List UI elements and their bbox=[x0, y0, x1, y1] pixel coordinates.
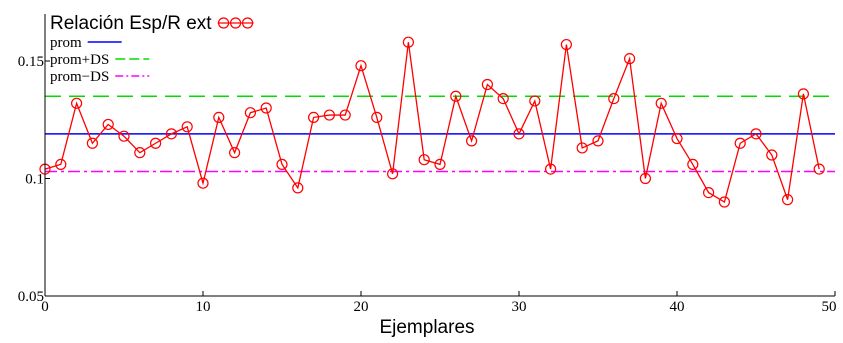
x-tick-label: 40 bbox=[670, 299, 685, 315]
data-point-marker bbox=[323, 109, 335, 121]
data-point-marker bbox=[544, 163, 557, 175]
data-point-marker bbox=[797, 88, 810, 100]
data-point-marker bbox=[529, 95, 541, 107]
series-markers bbox=[39, 36, 825, 208]
data-point-marker bbox=[55, 158, 67, 170]
data-point-marker bbox=[481, 78, 493, 91]
data-point-marker bbox=[292, 182, 304, 194]
data-point-marker bbox=[387, 168, 399, 180]
data-point-marker bbox=[734, 137, 746, 149]
axis-ticks: 0 10 20 30 40 50 0.05 0.1 0.15 bbox=[18, 54, 837, 315]
data-point-marker bbox=[671, 132, 683, 145]
data-point-marker bbox=[355, 60, 367, 72]
legend-series-label: Relación Esp/R ext bbox=[50, 13, 212, 34]
data-point-marker bbox=[560, 38, 573, 51]
data-point-marker bbox=[260, 102, 272, 114]
x-tick-label: 30 bbox=[512, 299, 527, 315]
data-point-marker bbox=[813, 163, 825, 175]
legend-ref-label: prom+DS bbox=[50, 52, 109, 68]
x-axis-title: Ejemplares bbox=[379, 317, 474, 338]
data-point-marker bbox=[750, 128, 762, 140]
data-point-marker bbox=[134, 147, 146, 159]
data-point-marker bbox=[165, 128, 177, 140]
data-point-marker bbox=[402, 36, 414, 48]
x-tick-label: 20 bbox=[354, 299, 369, 315]
data-point-marker bbox=[513, 128, 525, 140]
legend-series-swatch-marker bbox=[229, 17, 242, 29]
data-point-marker bbox=[687, 158, 699, 170]
data-point-marker bbox=[434, 158, 446, 170]
data-point-marker bbox=[623, 53, 636, 65]
data-point-marker bbox=[466, 135, 478, 147]
y-tick-label: 0.15 bbox=[18, 54, 44, 70]
y-tick-label: 0.05 bbox=[18, 289, 44, 305]
reference-lines bbox=[45, 95, 835, 173]
x-tick-label: 0 bbox=[41, 299, 49, 315]
series-line bbox=[44, 42, 820, 203]
data-point-marker bbox=[497, 92, 509, 105]
legend-series-swatch-marker bbox=[217, 17, 230, 29]
legend-ref-label: prom bbox=[50, 35, 82, 51]
data-point-marker bbox=[276, 158, 288, 170]
data-point-marker bbox=[576, 142, 588, 154]
legend-series-swatch-marker bbox=[241, 17, 254, 29]
data-point-marker bbox=[102, 118, 114, 131]
data-point-marker bbox=[150, 137, 162, 149]
data-point-marker bbox=[371, 111, 383, 124]
data-point-marker bbox=[213, 111, 225, 124]
data-point-marker bbox=[655, 97, 667, 109]
series-layer bbox=[39, 36, 825, 208]
data-point-marker bbox=[86, 137, 99, 149]
data-point-marker bbox=[244, 107, 256, 119]
data-point-marker bbox=[339, 109, 351, 121]
data-point-marker bbox=[702, 187, 715, 199]
legend-ref-label: prom−DS bbox=[50, 69, 109, 85]
x-tick-label: 10 bbox=[196, 299, 211, 315]
data-point-marker bbox=[229, 147, 241, 159]
data-point-marker bbox=[118, 130, 130, 142]
data-point-marker bbox=[639, 172, 652, 185]
data-point-marker bbox=[418, 154, 430, 166]
axes bbox=[44, 14, 836, 297]
data-point-marker bbox=[781, 194, 794, 206]
data-point-marker bbox=[718, 196, 731, 208]
data-point-marker bbox=[608, 92, 620, 105]
x-tick-label: 50 bbox=[822, 299, 837, 315]
y-tick-label: 0.1 bbox=[25, 172, 44, 188]
data-point-marker bbox=[197, 177, 209, 189]
data-point-marker bbox=[450, 90, 462, 102]
data-point-marker bbox=[766, 149, 778, 161]
data-point-marker bbox=[308, 111, 320, 124]
data-point-marker bbox=[70, 97, 83, 109]
data-point-marker bbox=[592, 135, 604, 147]
data-point-marker bbox=[181, 121, 193, 133]
